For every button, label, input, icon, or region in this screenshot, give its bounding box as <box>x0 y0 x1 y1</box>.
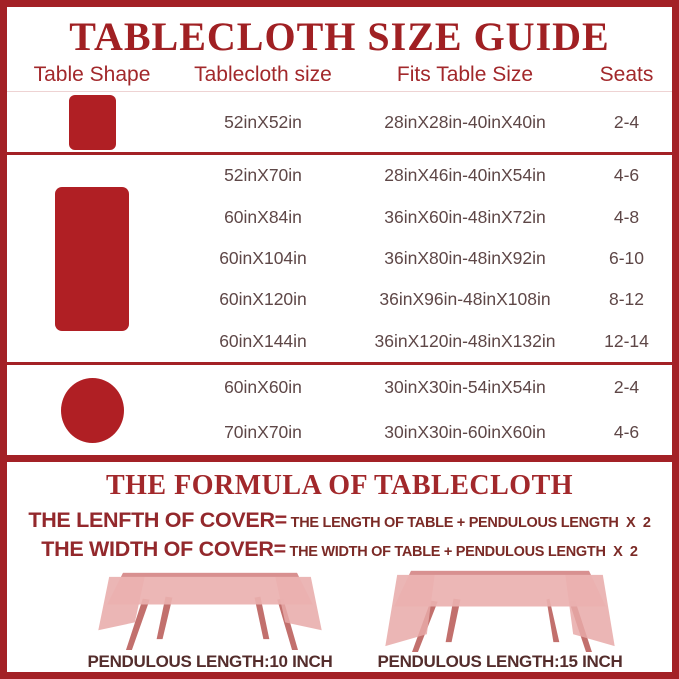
fits-table-size-value: 36inX80in-48inX92in <box>384 247 546 268</box>
draped-table-illustration-icon <box>98 572 322 651</box>
seats-value: 6-10 <box>608 247 645 268</box>
table-row: 60inX104in 36inX80in-48inX92in 6-10 <box>177 248 672 269</box>
formula-lhs: THE LENFTH OF COVER= <box>28 508 287 532</box>
table-row: 60inX120in 36inX96in-48inX108in 8-12 <box>177 289 672 310</box>
rectangle-table-group: 52inX70in 28inX46in-40inX54in 4-6 60inX8… <box>7 155 672 362</box>
section-divider <box>7 362 672 365</box>
tablecloth-size-value: 70inX70in <box>224 422 302 442</box>
fits-table-size-value: 28inX28in-40inX40in <box>384 111 546 132</box>
fits-table-size-value: 28inX46in-40inX54in <box>384 165 546 186</box>
formula-rhs: THE LENGTH OF TABLE + PENDULOUS LENGTH X… <box>286 515 651 531</box>
rectangle-shape-icon <box>55 186 129 331</box>
formula-line-length: THE LENFTH OF COVER= THE LENGTH OF TABLE… <box>7 507 672 536</box>
tablecloth-size-value: 52inX70in <box>224 165 302 186</box>
table-row: 52inX70in 28inX46in-40inX54in 4-6 <box>177 165 672 186</box>
seats-value: 2-4 <box>613 111 640 132</box>
fits-table-size-value: 30inX30in-54inX54in <box>384 377 546 397</box>
shape-cell <box>7 92 177 152</box>
shape-cell <box>7 365 177 455</box>
formula-lhs: THE WIDTH OF COVER= <box>41 537 286 561</box>
figure-caption: PENDULOUS LENGTH:10 INCH <box>87 652 333 671</box>
formula-line-width: THE WIDTH OF COVER= THE WIDTH OF TABLE +… <box>7 536 672 565</box>
seats-value: 4-8 <box>613 206 640 227</box>
tablecloth-size-value: 52inX52in <box>224 111 302 132</box>
square-shape-icon <box>68 94 116 150</box>
header-tablecloth-size: Tablecloth size <box>194 63 332 86</box>
table-row: 60inX60in 30inX30in-54inX54in 2-4 <box>177 377 672 398</box>
header-table-shape: Table Shape <box>33 63 151 86</box>
tablecloth-size-value: 60inX84in <box>224 206 302 227</box>
seats-value: 12-14 <box>604 330 649 351</box>
shape-cell <box>7 155 177 362</box>
header-seats: Seats <box>599 63 654 86</box>
figure-pendulous-10in: PENDULOUS LENGTH:10 INCH <box>65 565 355 672</box>
tablecloth-size-value: 60inX60in <box>224 377 302 397</box>
figure-pendulous-15in: PENDULOUS LENGTH:15 INCH <box>355 565 645 672</box>
table-row: 60inX84in 36inX60in-48inX72in 4-8 <box>177 207 672 228</box>
fits-table-size-value: 36inX60in-48inX72in <box>384 206 546 227</box>
formula-title: THE FORMULA OF TABLECLOTH <box>105 470 574 501</box>
fits-table-size-value: 36inX120in-48inX132in <box>374 330 556 351</box>
fits-table-size-value: 30inX30in-60inX60in <box>384 422 546 442</box>
header-fits-table-size: Fits Table Size <box>396 63 534 86</box>
square-table-group: 52inX52in 28inX28in-40inX40in 2-4 <box>7 92 672 152</box>
seats-value: 2-4 <box>613 377 640 397</box>
figure-caption: PENDULOUS LENGTH:15 INCH <box>377 652 623 671</box>
formula-section: THE FORMULA OF TABLECLOTH THE LENFTH OF … <box>7 462 672 672</box>
draped-table-illustration-icon <box>385 570 615 652</box>
tablecloth-size-value: 60inX120in <box>219 289 307 310</box>
table-header-row: Table Shape Tablecloth size Fits Table S… <box>7 59 672 92</box>
seats-value: 4-6 <box>613 422 640 442</box>
section-divider-thick <box>7 455 672 462</box>
tablecloth-size-value: 60inX144in <box>219 330 307 351</box>
formula-rhs: THE WIDTH OF TABLE + PENDULOUS LENGTH X … <box>285 544 638 560</box>
seats-value: 8-12 <box>608 289 645 310</box>
table-row: 60inX144in 36inX120in-48inX132in 12-14 <box>177 331 672 352</box>
page-title: TABLECLOTH SIZE GUIDE <box>69 14 610 59</box>
seats-value: 4-6 <box>613 165 640 186</box>
table-row: 52inX52in 28inX28in-40inX40in 2-4 <box>177 112 672 133</box>
table-row: 70inX70in 30inX30in-60inX60in 4-6 <box>177 422 672 443</box>
circle-shape-icon <box>60 377 124 443</box>
fits-table-size-value: 36inX96in-48inX108in <box>379 289 551 310</box>
round-table-group: 60inX60in 30inX30in-54inX54in 2-4 70inX7… <box>7 365 672 455</box>
section-divider <box>7 152 672 155</box>
tablecloth-size-value: 60inX104in <box>219 247 307 268</box>
